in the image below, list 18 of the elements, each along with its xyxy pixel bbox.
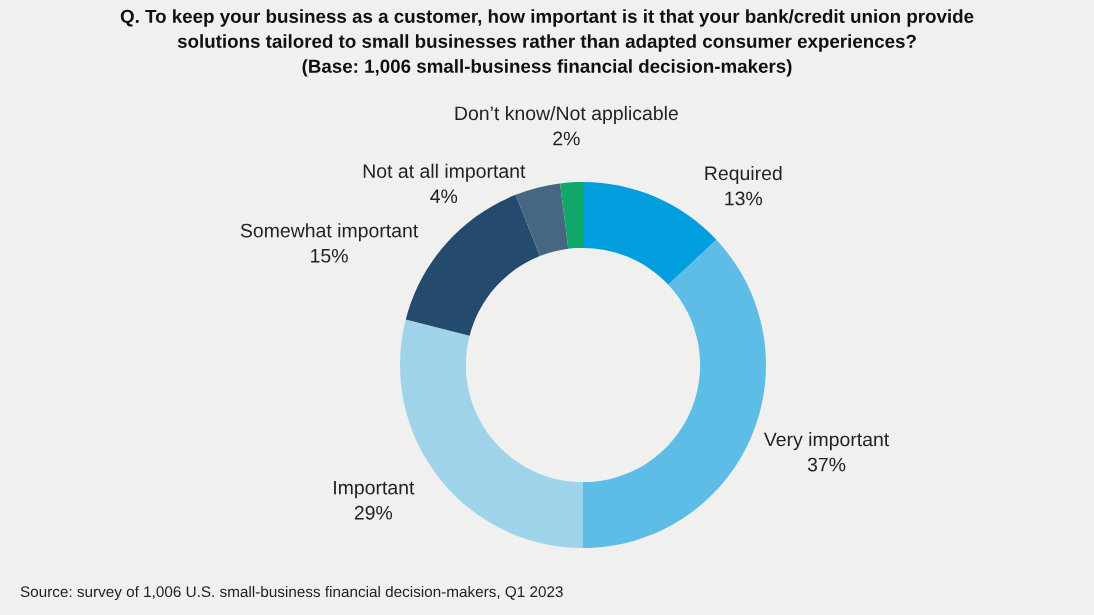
data-label: 29% xyxy=(354,505,393,520)
data-label: 2% xyxy=(553,131,580,146)
donut-slice xyxy=(560,182,583,249)
chart-title: Q. To keep your business as a customer, how important is it that your bank/credit union provide solutions tailored to small businesses rather than adapted consumer experiences? (Base: 1,006 small-business financial decision-makers) xyxy=(120,9,974,77)
slice-label: Required xyxy=(705,165,782,185)
source-note: Source: survey of 1,006 U.S. small-business financial decision-makers, Q1 2023 xyxy=(20,585,563,601)
donut-slice xyxy=(515,183,569,257)
data-label: 37% xyxy=(807,457,846,472)
slice-label: Somewhat important xyxy=(240,223,419,242)
data-label: 4% xyxy=(430,189,458,204)
donut-slice xyxy=(583,239,766,548)
slice-label: Not at all important xyxy=(363,163,526,182)
data-label: 15% xyxy=(311,248,348,263)
data-label: 13% xyxy=(725,191,763,206)
slice-label: Very important xyxy=(763,432,890,451)
slice-label: Important xyxy=(334,480,415,499)
slice-label: Don’t know/Not applicable xyxy=(455,105,678,125)
donut-slice xyxy=(583,182,717,285)
